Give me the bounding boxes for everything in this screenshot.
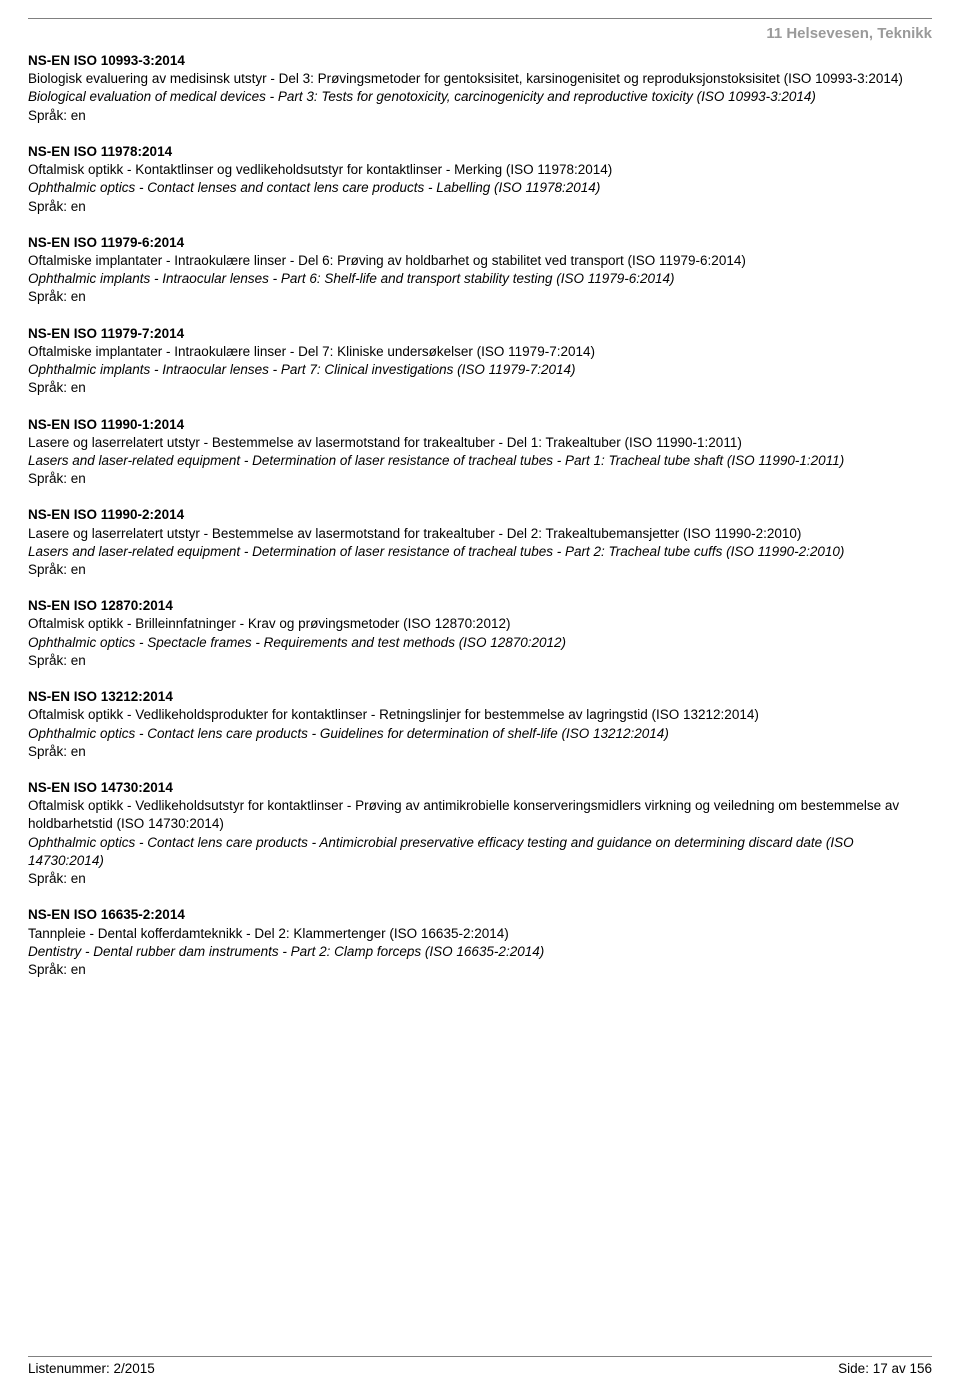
standard-language: Språk: en xyxy=(28,870,932,888)
footer-row: Listenummer: 2/2015 Side: 17 av 156 xyxy=(28,1361,932,1376)
entries-container: NS-EN ISO 10993-3:2014Biologisk evalueri… xyxy=(28,52,932,979)
standard-title-no: Lasere og laserrelatert utstyr - Bestemm… xyxy=(28,434,932,452)
standard-title-en: Lasers and laser-related equipment - Det… xyxy=(28,452,932,470)
standard-title-en: Ophthalmic implants - Intraocular lenses… xyxy=(28,270,932,288)
standard-title-en: Dentistry - Dental rubber dam instrument… xyxy=(28,943,932,961)
section-header: 11 Helsevesen, Teknikk xyxy=(28,25,932,42)
page: 11 Helsevesen, Teknikk NS-EN ISO 10993-3… xyxy=(0,0,960,1390)
footer-left: Listenummer: 2/2015 xyxy=(28,1361,155,1376)
standard-code: NS-EN ISO 13212:2014 xyxy=(28,688,932,706)
standard-language: Språk: en xyxy=(28,652,932,670)
standard-title-no: Oftalmiske implantater - Intraokulære li… xyxy=(28,252,932,270)
standard-title-en: Ophthalmic optics - Contact lens care pr… xyxy=(28,725,932,743)
page-footer: Listenummer: 2/2015 Side: 17 av 156 xyxy=(28,1356,932,1376)
standard-title-en: Biological evaluation of medical devices… xyxy=(28,88,932,106)
standard-entry: NS-EN ISO 11978:2014Oftalmisk optikk - K… xyxy=(28,143,932,216)
standard-title-no: Oftalmisk optikk - Brilleinnfatninger - … xyxy=(28,615,932,633)
standard-title-no: Lasere og laserrelatert utstyr - Bestemm… xyxy=(28,525,932,543)
standard-title-en: Ophthalmic optics - Contact lenses and c… xyxy=(28,179,932,197)
standard-language: Språk: en xyxy=(28,961,932,979)
standard-code: NS-EN ISO 12870:2014 xyxy=(28,597,932,615)
standard-title-no: Oftalmisk optikk - Vedlikeholdsprodukter… xyxy=(28,706,932,724)
standard-title-no: Tannpleie - Dental kofferdamteknikk - De… xyxy=(28,925,932,943)
standard-code: NS-EN ISO 11978:2014 xyxy=(28,143,932,161)
standard-title-en: Ophthalmic optics - Spectacle frames - R… xyxy=(28,634,932,652)
standard-title-no: Oftalmisk optikk - Vedlikeholdsutstyr fo… xyxy=(28,797,932,833)
standard-code: NS-EN ISO 11979-6:2014 xyxy=(28,234,932,252)
standard-entry: NS-EN ISO 14730:2014Oftalmisk optikk - V… xyxy=(28,779,932,888)
standard-entry: NS-EN ISO 11979-6:2014Oftalmiske implant… xyxy=(28,234,932,307)
footer-right: Side: 17 av 156 xyxy=(838,1361,932,1376)
standard-entry: NS-EN ISO 10993-3:2014Biologisk evalueri… xyxy=(28,52,932,125)
standard-title-en: Ophthalmic optics - Contact lens care pr… xyxy=(28,834,932,870)
standard-language: Språk: en xyxy=(28,379,932,397)
standard-entry: NS-EN ISO 16635-2:2014Tannpleie - Dental… xyxy=(28,906,932,979)
standard-code: NS-EN ISO 11990-1:2014 xyxy=(28,416,932,434)
standard-entry: NS-EN ISO 13212:2014Oftalmisk optikk - V… xyxy=(28,688,932,761)
standard-entry: NS-EN ISO 12870:2014Oftalmisk optikk - B… xyxy=(28,597,932,670)
standard-entry: NS-EN ISO 11990-2:2014Lasere og laserrel… xyxy=(28,506,932,579)
standard-language: Språk: en xyxy=(28,198,932,216)
standard-code: NS-EN ISO 14730:2014 xyxy=(28,779,932,797)
standard-language: Språk: en xyxy=(28,561,932,579)
standard-title-no: Oftalmisk optikk - Kontaktlinser og vedl… xyxy=(28,161,932,179)
standard-title-en: Ophthalmic implants - Intraocular lenses… xyxy=(28,361,932,379)
standard-language: Språk: en xyxy=(28,107,932,125)
standard-code: NS-EN ISO 10993-3:2014 xyxy=(28,52,932,70)
standard-code: NS-EN ISO 11979-7:2014 xyxy=(28,325,932,343)
footer-rule xyxy=(28,1356,932,1357)
standard-title-en: Lasers and laser-related equipment - Det… xyxy=(28,543,932,561)
standard-title-no: Oftalmiske implantater - Intraokulære li… xyxy=(28,343,932,361)
standard-language: Språk: en xyxy=(28,470,932,488)
standard-entry: NS-EN ISO 11990-1:2014Lasere og laserrel… xyxy=(28,416,932,489)
standard-entry: NS-EN ISO 11979-7:2014Oftalmiske implant… xyxy=(28,325,932,398)
standard-code: NS-EN ISO 16635-2:2014 xyxy=(28,906,932,924)
standard-title-no: Biologisk evaluering av medisinsk utstyr… xyxy=(28,70,932,88)
standard-language: Språk: en xyxy=(28,743,932,761)
standard-language: Språk: en xyxy=(28,288,932,306)
top-rule xyxy=(28,18,932,19)
standard-code: NS-EN ISO 11990-2:2014 xyxy=(28,506,932,524)
